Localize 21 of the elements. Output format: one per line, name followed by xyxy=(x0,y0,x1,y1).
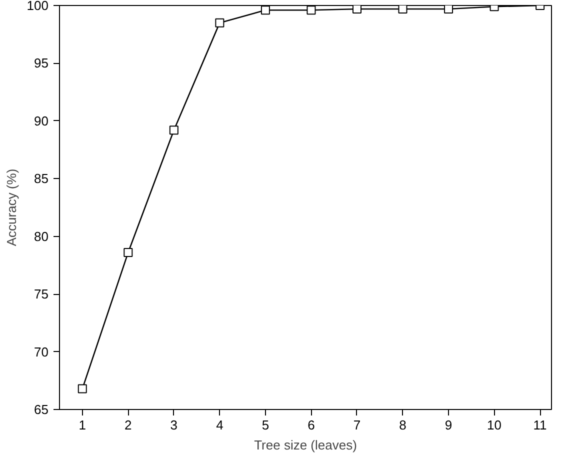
y-axis-title: Accuracy (%) xyxy=(4,168,19,246)
x-tick-label: 4 xyxy=(216,418,224,432)
x-tick-label: 6 xyxy=(308,418,315,432)
x-tick-label: 10 xyxy=(487,418,502,432)
x-tick-label: 5 xyxy=(262,418,270,432)
y-tick-label: 100 xyxy=(26,0,49,13)
y-tick-label: 65 xyxy=(34,402,49,417)
x-tick-label: 8 xyxy=(399,418,406,432)
x-tick-label: 9 xyxy=(444,418,452,432)
y-tick-label: 85 xyxy=(34,171,49,186)
x-axis-title: Tree size (leaves) xyxy=(254,438,357,452)
x-tick-label: 1 xyxy=(78,418,86,432)
y-tick-label: 80 xyxy=(34,228,49,244)
x-tick-label: 7 xyxy=(353,418,361,432)
y-tick-label: 90 xyxy=(34,113,49,128)
y-tick-label: 95 xyxy=(34,56,49,71)
x-tick-label: 11 xyxy=(533,418,547,432)
x-tick-label: 2 xyxy=(124,418,132,432)
x-tick-label: 3 xyxy=(170,418,178,432)
y-tick-label: 75 xyxy=(34,286,49,302)
y-tick-label: 70 xyxy=(34,344,49,360)
